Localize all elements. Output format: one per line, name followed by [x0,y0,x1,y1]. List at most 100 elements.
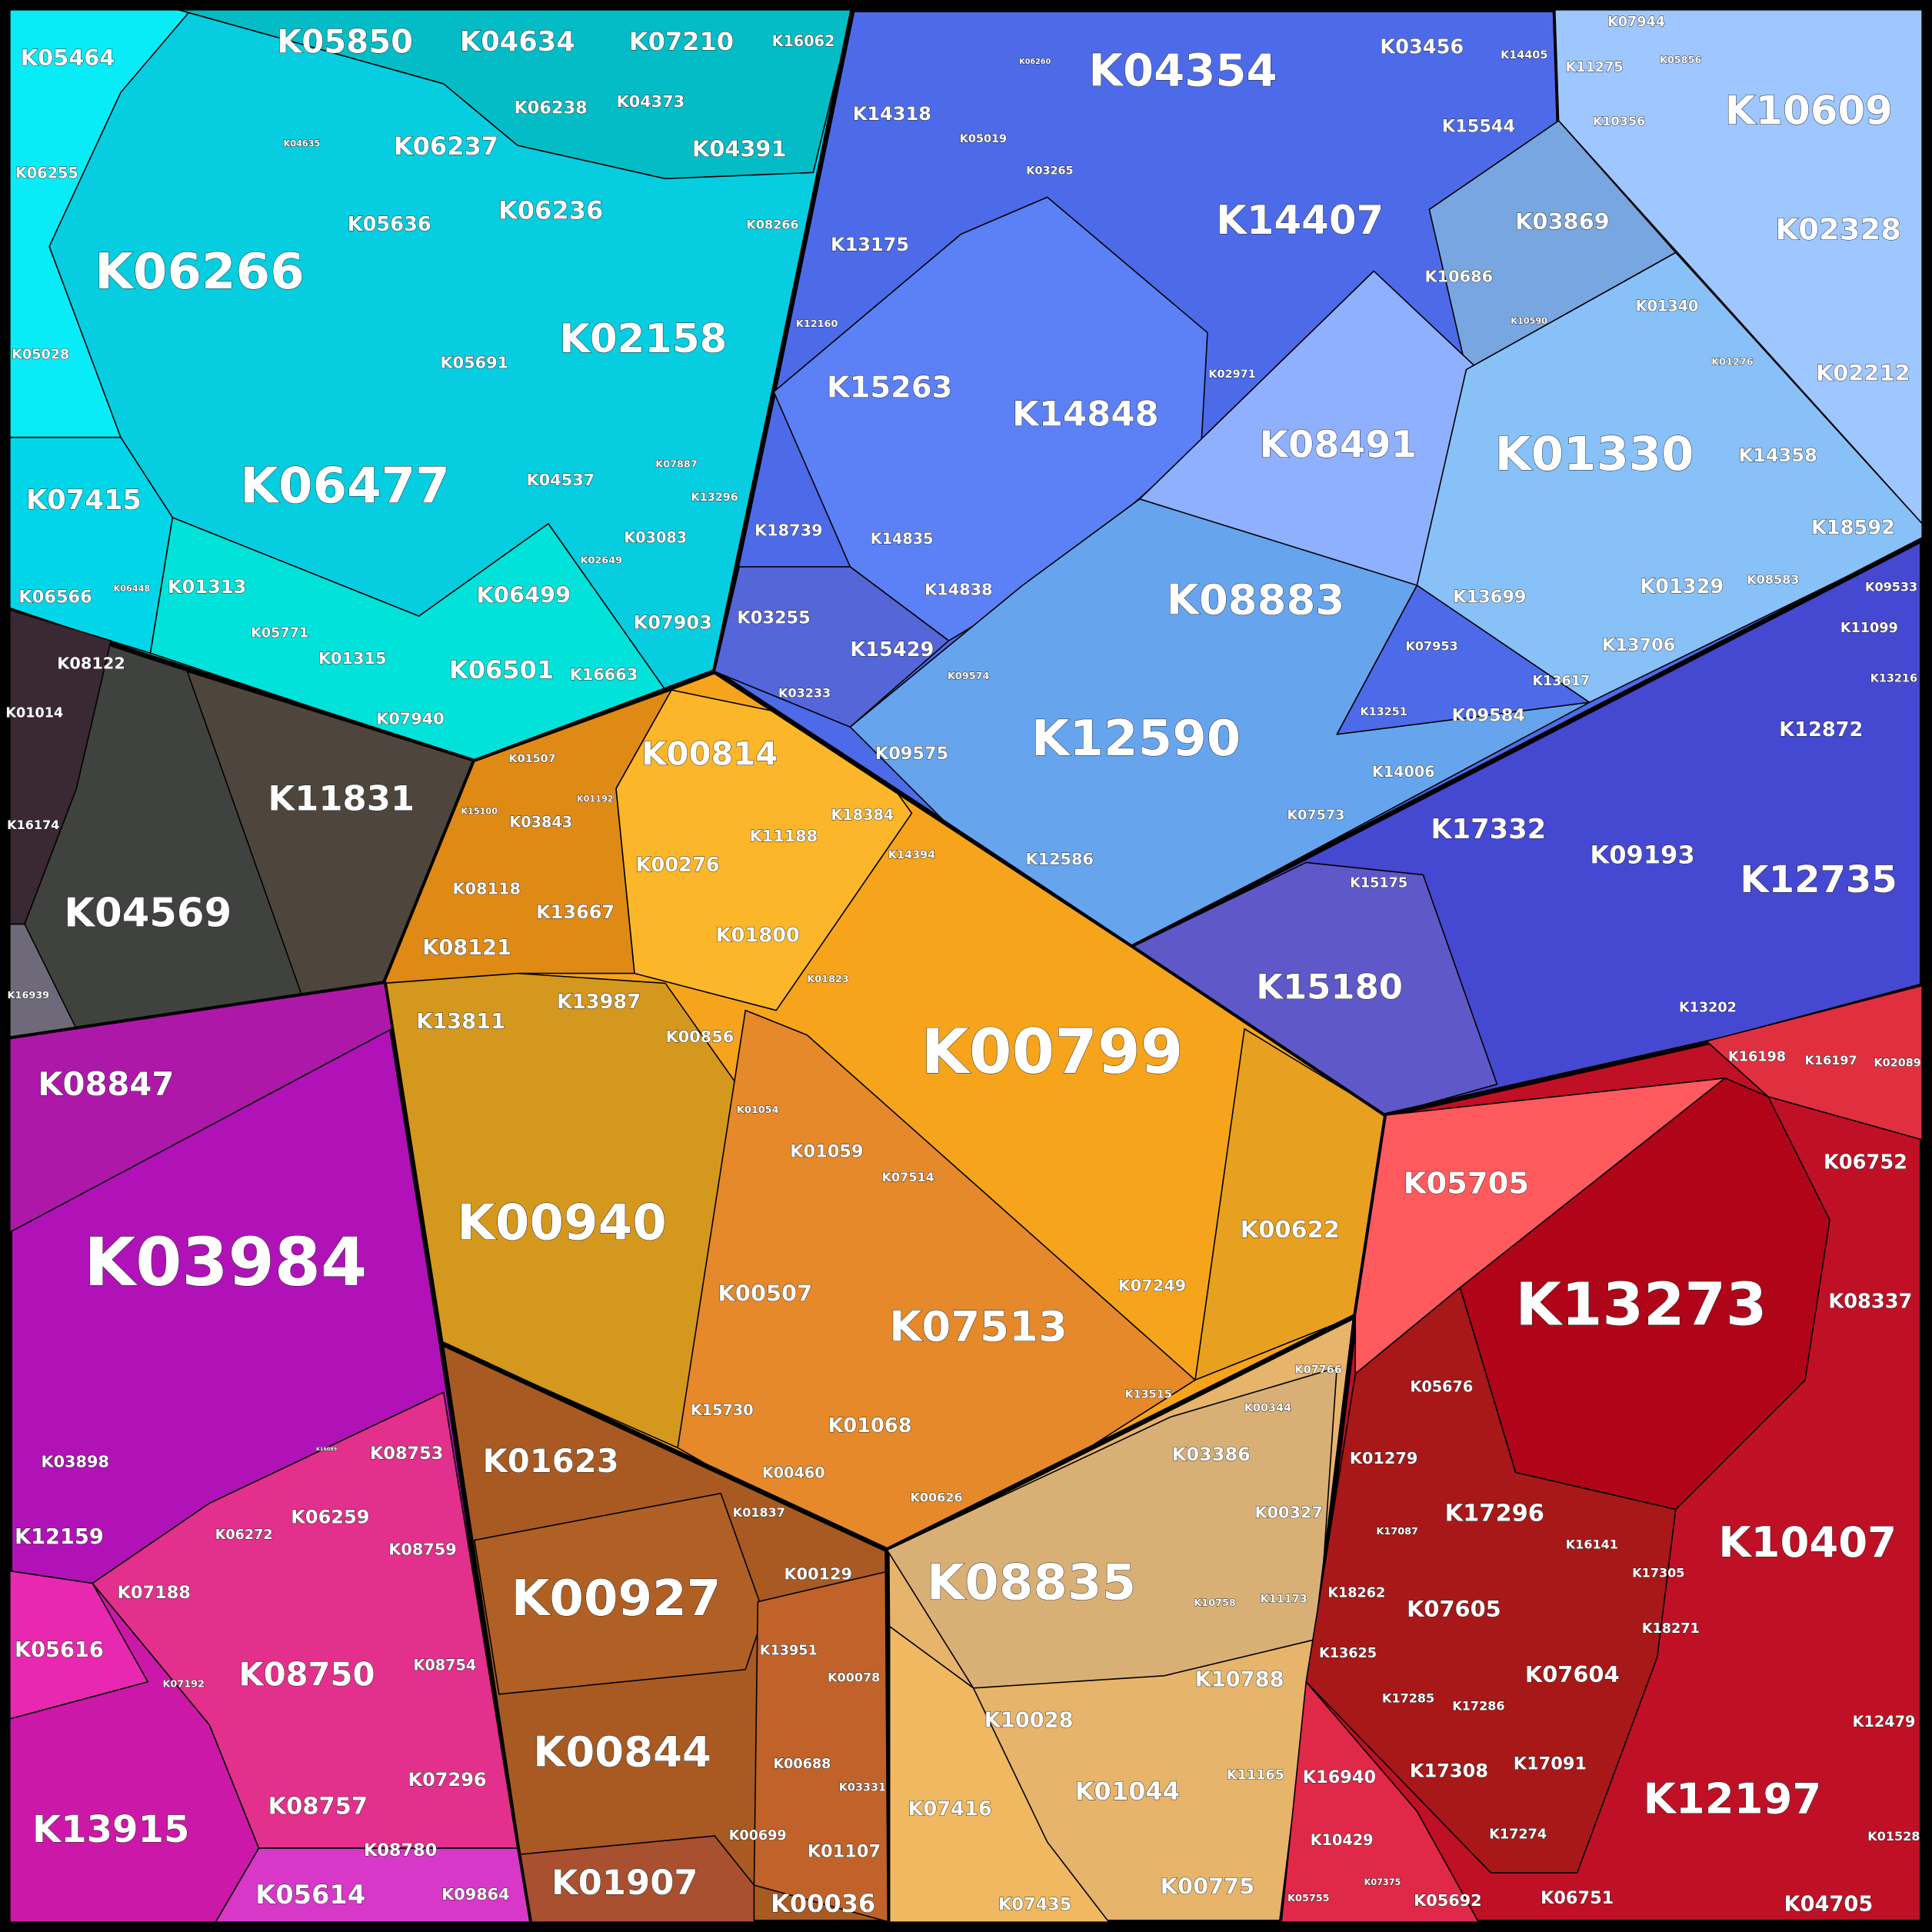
cell-label: K07766 [1295,1364,1342,1376]
cell-label: K08753 [370,1444,443,1464]
cell-label: K00507 [718,1281,813,1307]
cell-label: K05755 [1287,1893,1330,1904]
cell-label: K18262 [1327,1585,1385,1601]
cell-label: K10429 [1311,1831,1374,1849]
cell-label: K07249 [1118,1277,1187,1295]
cell-label: K08757 [268,1794,368,1820]
cell-label: K05850 [277,23,413,61]
cell-label: K00927 [511,1571,721,1627]
cell-label: K13251 [1360,706,1407,718]
cell-label: K12479 [1853,1713,1916,1730]
cell-label: K02212 [1816,360,1910,386]
cell-label: K11188 [750,827,818,845]
cell-label: K03386 [1172,1444,1251,1465]
cell-label: K09575 [875,744,948,764]
cell-label: K10686 [1425,267,1494,285]
cell-label: K01059 [790,1141,863,1161]
cell-label: K02158 [559,316,727,362]
cell-label: K05464 [21,45,115,71]
cell-label: K05636 [348,213,431,236]
cell-label: K00856 [666,1028,734,1046]
cell-label: K00036 [771,1889,875,1918]
cell-label: K08780 [364,1840,437,1860]
cell-label: K06499 [477,581,571,608]
cell-label: K09864 [441,1885,510,1904]
cell-label: K10407 [1718,1517,1897,1567]
cell-label: K07514 [882,1170,934,1184]
cell-label: K06237 [394,132,498,161]
cell-label: K01044 [1075,1777,1180,1806]
cell-label: K14848 [1012,393,1159,434]
cell-label: K01507 [508,753,555,765]
cell-label: K06260 [1019,58,1051,66]
cell-label: K13915 [32,1808,189,1851]
cell-label: K13515 [1124,1389,1171,1401]
cell-label: K01054 [737,1104,779,1116]
cell-label: K13667 [536,901,615,923]
cell-label: K16663 [570,665,638,684]
cell-label: K03255 [737,608,810,628]
cell-label: K07953 [1406,639,1458,654]
cell-label: K17308 [1410,1760,1488,1782]
cell-label: K08121 [422,936,511,960]
cell-label: K16141 [1566,1537,1618,1551]
cell-label: K08835 [927,1554,1137,1611]
cell-label: K00844 [533,1727,711,1776]
cell-label: K07605 [1407,1596,1501,1622]
cell-label: K04373 [617,92,685,111]
cell-label: K01823 [807,974,848,985]
cell-label: K08883 [1167,575,1345,625]
cell-label: K03898 [41,1453,109,1471]
cell-label: K00327 [1254,1503,1323,1521]
cell-label: K13951 [760,1644,818,1659]
cell-label: K07435 [998,1894,1071,1914]
cell-label: K05614 [255,1880,365,1910]
cell-label: K08122 [57,655,125,673]
cell-label: K08754 [413,1656,476,1674]
cell-label: K15180 [1256,966,1403,1007]
cell-label: K10356 [1593,114,1645,128]
cell-label: K07940 [376,710,445,728]
cell-label: K15730 [691,1401,754,1419]
cell-label: K08337 [1828,1290,1912,1313]
cell-label: K07210 [629,27,734,56]
cell-label: K12159 [15,1525,104,1549]
cell-label: K01800 [716,924,800,948]
region [714,566,950,728]
cell-label: K01623 [483,1442,619,1480]
cell-label: K08759 [388,1540,457,1558]
cell-label: K07192 [162,1678,204,1690]
region [888,1625,1110,1923]
cell-label: K05676 [1411,1377,1474,1395]
cell-label: K18739 [754,521,823,539]
cell-label: K07416 [908,1797,992,1820]
cell-label: K12586 [1025,850,1094,868]
cell-label: K03265 [1026,165,1073,178]
cell-label: K02328 [1775,213,1901,248]
cell-label: K16174 [7,818,59,832]
cell-label: K14006 [1372,763,1435,781]
cell-label: K16089 [316,1446,338,1452]
cell-label: K10758 [1194,1597,1236,1609]
cell-label: K05616 [15,1638,104,1662]
cell-label: K08847 [38,1065,174,1103]
cell-label: K13987 [557,991,641,1014]
cell-label: K04634 [460,26,575,58]
cell-label: K12160 [796,318,838,330]
cell-label: K02649 [581,555,623,566]
cell-label: K14318 [853,103,931,125]
cell-label: K16197 [1805,1053,1857,1068]
cell-label: K13699 [1453,587,1526,607]
cell-label: K06477 [240,458,450,515]
cell-label: K16198 [1728,1050,1786,1065]
cell-label: K13175 [831,234,909,255]
cell-label: K11831 [268,778,415,818]
cell-label: K05691 [441,354,509,372]
cell-label: K01837 [733,1505,785,1520]
cell-label: K01068 [828,1414,912,1437]
cell-label: K13216 [1870,673,1917,685]
cell-label: K15429 [850,638,934,661]
region [753,1570,891,1923]
cell-label: K13202 [1679,1000,1737,1015]
cell-label: K15100 [461,807,498,817]
